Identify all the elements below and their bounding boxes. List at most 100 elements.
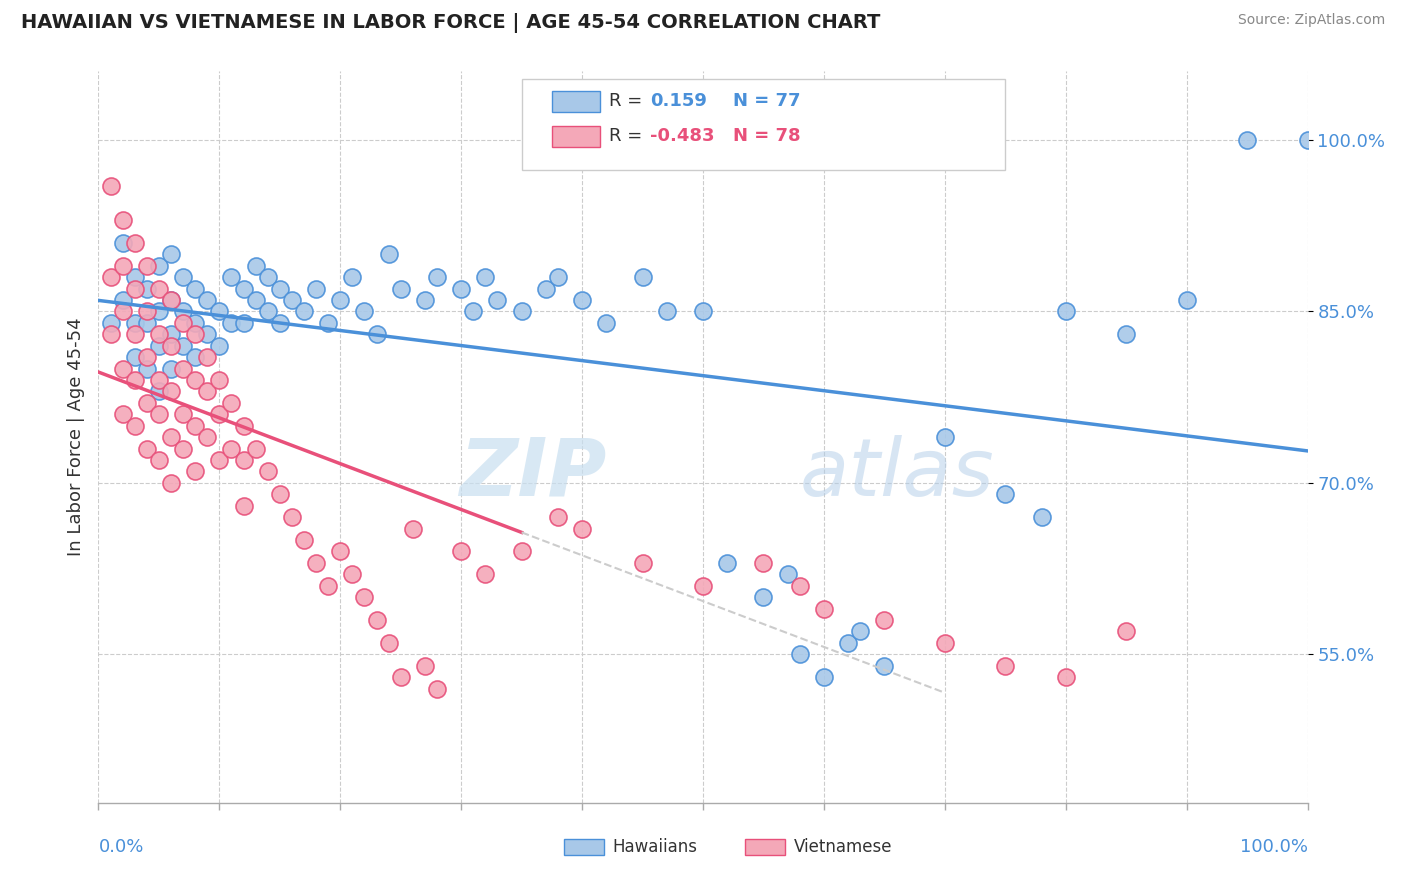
Point xyxy=(172,339,194,353)
Point xyxy=(256,304,278,318)
Point xyxy=(135,350,157,364)
Point xyxy=(135,361,157,376)
Point xyxy=(124,281,146,295)
Point xyxy=(160,339,183,353)
Point xyxy=(232,281,254,295)
Point xyxy=(534,281,557,295)
Point xyxy=(184,373,207,387)
Point xyxy=(135,281,157,295)
Point xyxy=(124,327,146,342)
Text: 0.159: 0.159 xyxy=(650,92,707,110)
Point xyxy=(124,418,146,433)
Point xyxy=(426,270,449,285)
Point xyxy=(873,658,896,673)
Point xyxy=(148,339,170,353)
Point xyxy=(160,475,183,490)
Point xyxy=(232,418,254,433)
Point xyxy=(111,235,134,250)
Point xyxy=(463,304,485,318)
Point xyxy=(111,213,134,227)
Point xyxy=(571,293,593,307)
Point xyxy=(281,510,304,524)
Point xyxy=(474,270,496,285)
Point xyxy=(172,407,194,421)
Point xyxy=(172,316,194,330)
Point xyxy=(208,407,231,421)
Point xyxy=(124,235,146,250)
Point xyxy=(789,647,811,661)
Point xyxy=(450,281,472,295)
Point xyxy=(111,304,134,318)
Point xyxy=(474,567,496,582)
Text: Vietnamese: Vietnamese xyxy=(793,838,893,856)
Point xyxy=(292,304,315,318)
Point xyxy=(124,350,146,364)
FancyBboxPatch shape xyxy=(551,126,600,146)
Point xyxy=(716,556,738,570)
Point xyxy=(281,293,304,307)
Point xyxy=(100,270,122,285)
Point xyxy=(353,590,375,604)
Point xyxy=(329,544,352,558)
Text: atlas: atlas xyxy=(800,434,994,513)
Point xyxy=(160,247,183,261)
Point xyxy=(135,396,157,410)
Point xyxy=(172,270,194,285)
Text: N = 78: N = 78 xyxy=(734,127,801,145)
Point xyxy=(994,487,1017,501)
Point xyxy=(1115,624,1137,639)
Point xyxy=(111,293,134,307)
Point xyxy=(135,259,157,273)
Point xyxy=(148,259,170,273)
Point xyxy=(160,430,183,444)
Point xyxy=(692,304,714,318)
Point xyxy=(208,304,231,318)
Point xyxy=(148,327,170,342)
Point xyxy=(316,316,339,330)
Point xyxy=(305,281,328,295)
Point xyxy=(208,339,231,353)
Point xyxy=(221,396,243,410)
Text: Source: ZipAtlas.com: Source: ZipAtlas.com xyxy=(1237,13,1385,28)
Point xyxy=(124,270,146,285)
Point xyxy=(195,327,218,342)
Point xyxy=(232,453,254,467)
Point xyxy=(148,407,170,421)
Point xyxy=(353,304,375,318)
Point xyxy=(426,681,449,696)
Point xyxy=(184,327,207,342)
Point xyxy=(221,442,243,456)
Point xyxy=(692,579,714,593)
Point xyxy=(184,464,207,478)
Point xyxy=(184,350,207,364)
Y-axis label: In Labor Force | Age 45-54: In Labor Force | Age 45-54 xyxy=(66,318,84,557)
Point xyxy=(934,430,956,444)
Point xyxy=(1115,327,1137,342)
Point xyxy=(1236,133,1258,147)
Point xyxy=(148,453,170,467)
Point xyxy=(148,304,170,318)
Point xyxy=(256,270,278,285)
FancyBboxPatch shape xyxy=(745,839,785,855)
Point xyxy=(837,636,859,650)
Text: -0.483: -0.483 xyxy=(650,127,714,145)
Point xyxy=(389,670,412,684)
Point xyxy=(934,636,956,650)
FancyBboxPatch shape xyxy=(551,91,600,112)
Point xyxy=(1054,304,1077,318)
Point xyxy=(571,521,593,535)
Point xyxy=(148,281,170,295)
Text: R =: R = xyxy=(609,127,648,145)
Point xyxy=(389,281,412,295)
Point xyxy=(269,316,291,330)
Point xyxy=(595,316,617,330)
Point xyxy=(111,259,134,273)
Point xyxy=(232,499,254,513)
Point xyxy=(111,407,134,421)
Point xyxy=(160,361,183,376)
FancyBboxPatch shape xyxy=(564,839,603,855)
Point xyxy=(366,327,388,342)
Point xyxy=(1296,133,1319,147)
Point xyxy=(245,442,267,456)
Point xyxy=(135,442,157,456)
